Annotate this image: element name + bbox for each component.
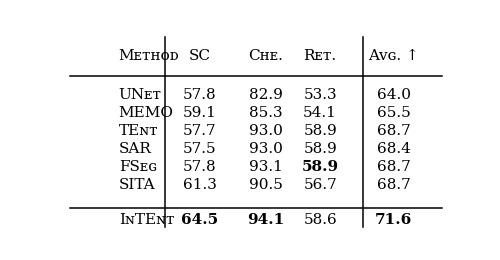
Text: 90.5: 90.5	[249, 178, 283, 192]
Text: 57.7: 57.7	[183, 124, 217, 138]
Text: Cʜᴇ.: Cʜᴇ.	[248, 49, 284, 63]
Text: 68.4: 68.4	[377, 142, 411, 156]
Text: 64.5: 64.5	[182, 213, 218, 228]
Text: 56.7: 56.7	[304, 178, 337, 192]
Text: 58.6: 58.6	[304, 213, 337, 228]
Text: 53.3: 53.3	[304, 88, 337, 102]
Text: UNᴇᴛ: UNᴇᴛ	[118, 88, 162, 102]
Text: 94.1: 94.1	[248, 213, 284, 228]
Text: 93.1: 93.1	[249, 160, 283, 174]
Text: 68.7: 68.7	[377, 124, 410, 138]
Text: SC: SC	[189, 49, 211, 63]
Text: 82.9: 82.9	[249, 88, 283, 102]
Text: FSᴇɢ: FSᴇɢ	[118, 160, 156, 174]
Text: 93.0: 93.0	[249, 142, 283, 156]
Text: 64.0: 64.0	[377, 88, 411, 102]
Text: SAR: SAR	[118, 142, 152, 156]
Text: 57.8: 57.8	[183, 88, 217, 102]
Text: 61.3: 61.3	[183, 178, 217, 192]
Text: Aᴠɢ. ↑: Aᴠɢ. ↑	[368, 49, 419, 63]
Text: 54.1: 54.1	[303, 106, 337, 120]
Text: MEMO: MEMO	[118, 106, 174, 120]
Text: IɴTEɴᴛ: IɴTEɴᴛ	[118, 213, 174, 228]
Text: 59.1: 59.1	[183, 106, 217, 120]
Text: SITA: SITA	[118, 178, 156, 192]
Text: 93.0: 93.0	[249, 124, 283, 138]
Text: 85.3: 85.3	[249, 106, 283, 120]
Text: 58.9: 58.9	[304, 142, 337, 156]
Text: 68.7: 68.7	[377, 160, 410, 174]
Text: 65.5: 65.5	[377, 106, 410, 120]
Text: 58.9: 58.9	[302, 160, 339, 174]
Text: 57.8: 57.8	[183, 160, 217, 174]
Text: 68.7: 68.7	[377, 178, 410, 192]
Text: TEɴᴛ: TEɴᴛ	[118, 124, 158, 138]
Text: Mᴇᴛʜᴏᴅ: Mᴇᴛʜᴏᴅ	[118, 49, 180, 63]
Text: 57.5: 57.5	[183, 142, 217, 156]
Text: Rᴇᴛ.: Rᴇᴛ.	[304, 49, 337, 63]
Text: 58.9: 58.9	[304, 124, 337, 138]
Text: 71.6: 71.6	[375, 213, 412, 228]
